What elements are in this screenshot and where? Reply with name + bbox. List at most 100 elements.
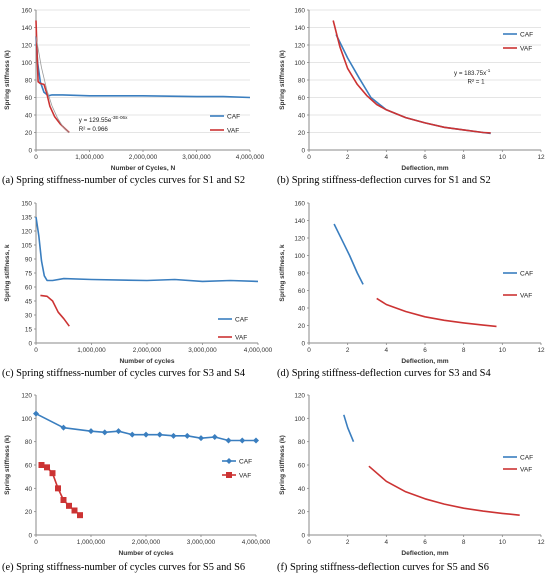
x-tick-label: 4,000,000 bbox=[236, 154, 265, 161]
y-axis-title: Spring stiffness (k) bbox=[279, 435, 286, 495]
x-axis-title: Number of cycles bbox=[120, 358, 175, 365]
data-point bbox=[55, 485, 61, 492]
y-tick-label: 100 bbox=[294, 416, 305, 423]
data-point bbox=[143, 431, 149, 438]
caption-b: (b) Spring stiffness-deflection curves f… bbox=[277, 175, 491, 186]
data-point bbox=[115, 428, 122, 435]
y-tick-label: 160 bbox=[294, 201, 305, 208]
x-tick-label: 2,000,000 bbox=[132, 539, 161, 546]
trendline bbox=[35, 36, 70, 134]
y-tick-label: 120 bbox=[294, 43, 305, 50]
data-point bbox=[33, 410, 39, 417]
y-tick-label: 140 bbox=[294, 218, 305, 225]
chart-d-svg: 0 20 40 60 80 100 120 140 160 0 2 4 6 8 10 12 Deflection… bbox=[279, 201, 545, 366]
annotation-text: R² = 0.966 bbox=[79, 126, 109, 133]
x-tick-label: 0 bbox=[307, 347, 311, 354]
y-axis-title: Spring stiffness, k bbox=[4, 244, 11, 301]
x-tick-label: 4 bbox=[385, 154, 389, 161]
data-point bbox=[184, 432, 191, 439]
x-axis-title: Deflection, mm bbox=[401, 550, 448, 557]
caption-e: (e) Spring stiffness-number of cycles cu… bbox=[2, 562, 246, 573]
chart-panel-f: 0 20 40 60 80 100 120 0 2 4 6 8 10 12 Deflection, mm Sp… bbox=[275, 387, 550, 580]
x-tick-label: 2,000,000 bbox=[133, 347, 162, 354]
chart-c-svg: 0 15 30 45 60 75 90 105 120 135 150 0 1,000,000 2,000… bbox=[4, 201, 273, 366]
legend-label-caf: CAF bbox=[520, 271, 533, 278]
y-axis-title: Spring stiffness (k) bbox=[4, 435, 11, 495]
series-line-vaf bbox=[376, 297, 497, 328]
legend-label-caf: CAF bbox=[227, 114, 240, 121]
y-axis-title: Spring stiffness, k bbox=[279, 244, 286, 301]
x-tick-label: 1,000,000 bbox=[77, 539, 106, 546]
x-tick-label: 0 bbox=[307, 154, 311, 161]
trendline-annotation: R² = 0.966 bbox=[79, 126, 109, 133]
x-tick-label: 10 bbox=[499, 347, 507, 354]
x-tick-label: 4,000,000 bbox=[242, 539, 271, 546]
legend-label-caf: CAF bbox=[235, 317, 248, 324]
y-tick-label: 60 bbox=[298, 95, 306, 102]
data-point bbox=[198, 435, 204, 442]
y-tick-label: 150 bbox=[21, 201, 32, 208]
chart-panel-c: 0 15 30 45 60 75 90 105 120 135 150 0 1,000,000 2,000… bbox=[0, 193, 275, 386]
x-axis-title: Number of cycles bbox=[119, 550, 174, 557]
y-tick-label: 0 bbox=[301, 341, 305, 348]
series-line-caf bbox=[333, 223, 364, 285]
series-line-caf bbox=[35, 36, 251, 99]
caption-a: (a) Spring stiffness-number of cycles cu… bbox=[2, 175, 246, 186]
x-axis-title: Deflection, mm bbox=[401, 165, 448, 172]
y-tick-label: 80 bbox=[25, 439, 33, 446]
data-point bbox=[60, 497, 67, 503]
y-tick-label: 0 bbox=[28, 341, 32, 348]
x-tick-label: 4 bbox=[385, 347, 389, 354]
legend-marker bbox=[226, 472, 232, 478]
y-tick-label: 80 bbox=[298, 439, 306, 446]
x-tick-label: 10 bbox=[499, 154, 507, 161]
y-tick-label: 40 bbox=[25, 486, 33, 493]
y-tick-label: 80 bbox=[298, 78, 306, 85]
data-point bbox=[253, 437, 259, 444]
y-tick-label: 0 bbox=[28, 148, 32, 155]
y-tick-label: 20 bbox=[298, 509, 306, 516]
y-tick-label: 0 bbox=[28, 533, 32, 540]
y-tick-label: 60 bbox=[298, 463, 306, 470]
x-tick-label: 1,000,000 bbox=[75, 154, 104, 161]
x-tick-label: 12 bbox=[537, 539, 545, 546]
caption-f: (f) Spring stiffness-deflection curves f… bbox=[277, 562, 489, 573]
chart-e-svg: 0 20 40 60 80 100 120 0 1,000,000 2,000,000 3,000,… bbox=[4, 393, 271, 558]
data-point bbox=[88, 428, 94, 435]
x-tick-label: 6 bbox=[423, 347, 427, 354]
x-tick-label: 0 bbox=[34, 154, 38, 161]
y-tick-label: 135 bbox=[21, 215, 32, 222]
y-tick-label: 80 bbox=[25, 78, 33, 85]
y-tick-label: 40 bbox=[298, 113, 306, 120]
y-tick-label: 120 bbox=[294, 393, 305, 400]
y-tick-label: 140 bbox=[21, 25, 32, 32]
y-tick-label: 80 bbox=[298, 271, 306, 278]
x-tick-label: 3,000,000 bbox=[188, 347, 217, 354]
x-tick-label: 12 bbox=[537, 347, 545, 354]
data-point bbox=[101, 429, 108, 436]
data-point bbox=[49, 470, 56, 477]
data-point bbox=[60, 424, 67, 431]
y-tick-label: 120 bbox=[21, 393, 32, 400]
y-tick-label: 15 bbox=[25, 327, 33, 334]
chart-f-svg: 0 20 40 60 80 100 120 0 2 4 6 8 10 12 Deflection, mm Sp… bbox=[279, 393, 545, 558]
caption-d: (d) Spring stiffness-deflection curves f… bbox=[277, 368, 491, 379]
y-tick-label: 20 bbox=[25, 509, 33, 516]
annotation-superscript: -3E-06x bbox=[111, 115, 128, 120]
y-tick-label: 60 bbox=[298, 288, 306, 295]
x-tick-label: 0 bbox=[34, 539, 38, 546]
chart-b-svg: 0 20 40 60 80 100 120 140 160 0 2 4 6 8 10 12 Deflection… bbox=[279, 8, 545, 173]
x-tick-label: 2 bbox=[346, 539, 350, 546]
chart-a-svg: 0 20 40 60 80 100 120 140 160 0 1,000,000 2,000,000… bbox=[4, 8, 265, 173]
data-point bbox=[170, 432, 177, 439]
series-line-vaf bbox=[332, 20, 491, 134]
series-line-vaf bbox=[35, 20, 70, 134]
legend-label-vaf: VAF bbox=[239, 473, 251, 480]
x-tick-label: 3,000,000 bbox=[187, 539, 216, 546]
trendline-annotation: y = 129.55e-3E-06x bbox=[79, 115, 128, 124]
y-tick-label: 120 bbox=[21, 229, 32, 236]
legend-label-caf: CAF bbox=[520, 32, 533, 39]
chart-panel-b: 0 20 40 60 80 100 120 140 160 0 2 4 6 8 10 12 Deflection… bbox=[275, 0, 550, 193]
x-tick-label: 1,000,000 bbox=[77, 347, 106, 354]
trendline-annotation: R² = 1 bbox=[468, 79, 486, 86]
